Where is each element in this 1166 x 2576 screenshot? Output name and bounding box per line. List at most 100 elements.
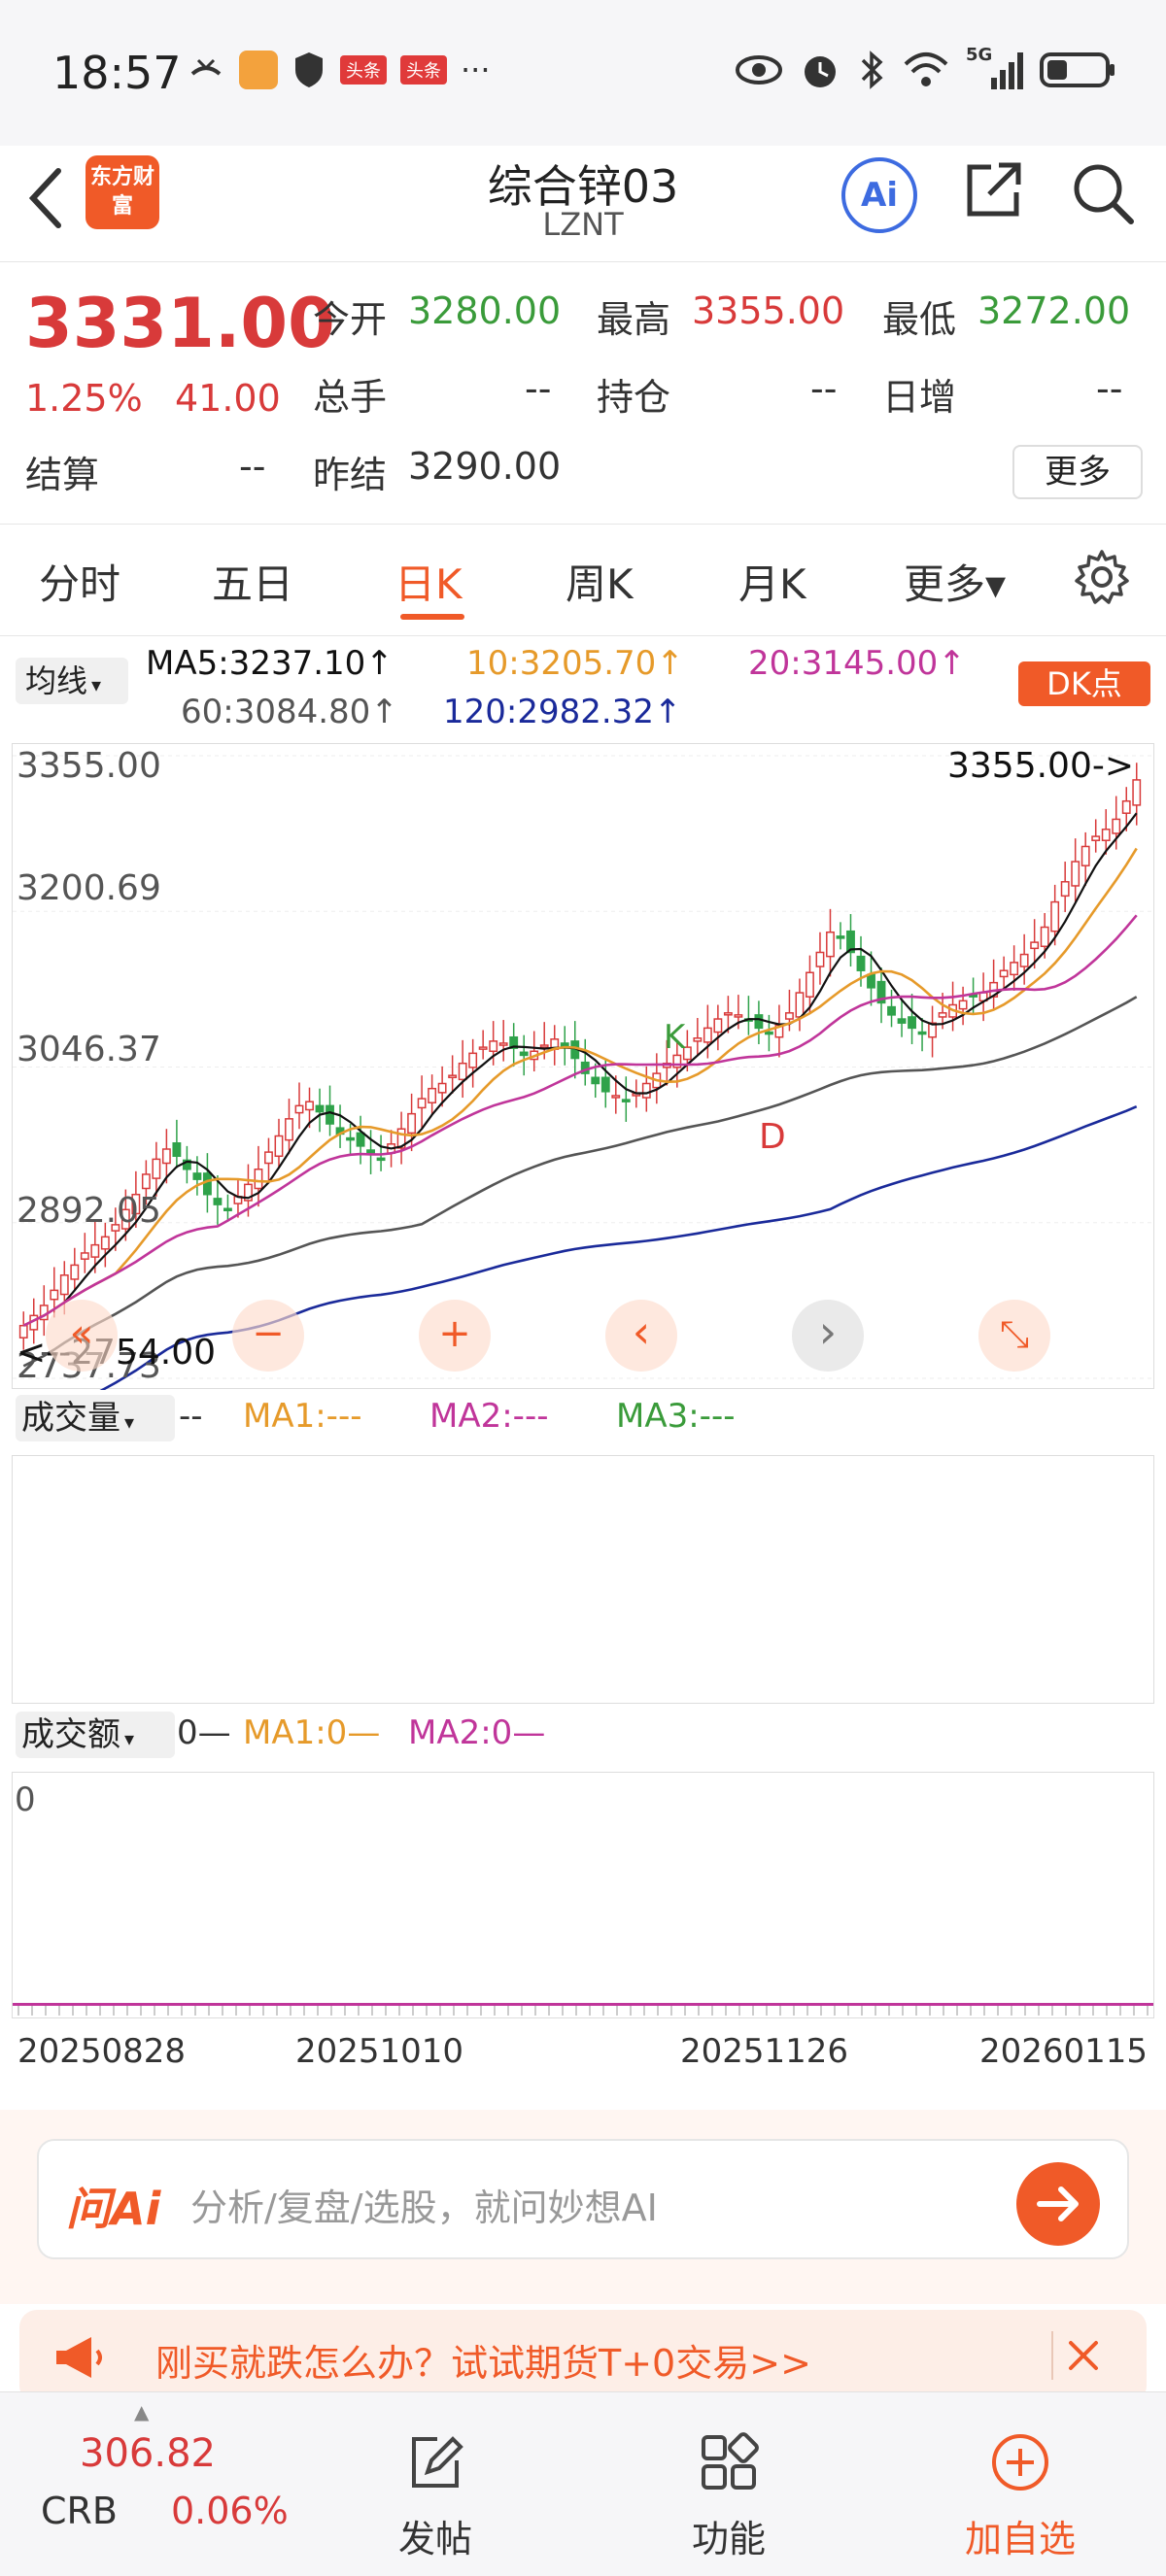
amount-chart[interactable]: 0 bbox=[12, 1772, 1154, 2018]
page-subtitle: LZNT bbox=[542, 206, 624, 243]
candle-body bbox=[172, 1142, 182, 1158]
y-label-3: 3046.37 bbox=[17, 1030, 161, 1069]
promo-banner[interactable]: 刚买就跌怎么办？试试期货T+0交易>> bbox=[19, 2310, 1147, 2403]
back-button[interactable] bbox=[21, 159, 70, 248]
more-quote-button[interactable]: 更多 bbox=[1012, 445, 1143, 499]
date-label-3: 20251126 bbox=[680, 2032, 849, 2071]
tab-daily-k[interactable]: 日K bbox=[394, 560, 463, 608]
amount-select-label: 成交额 bbox=[21, 1715, 120, 1754]
ma5-value: MA5:3237.10↑ bbox=[146, 644, 394, 683]
candle-body bbox=[376, 1157, 386, 1162]
ma-indicator-bar: 均线 ▾ MA5:3237.10↑ 10:3205.70↑ 20:3145.00↑… bbox=[0, 636, 1166, 743]
candle-body bbox=[1040, 926, 1049, 948]
eye-icon bbox=[736, 55, 782, 85]
volume-chart[interactable] bbox=[12, 1455, 1154, 1704]
tab-more[interactable]: 更多▾ bbox=[904, 560, 1007, 608]
ma10-value: 10:3205.70↑ bbox=[466, 644, 684, 683]
volume-value: -- bbox=[525, 367, 552, 410]
status-icons-right: 5G bbox=[735, 45, 1117, 91]
gear-icon[interactable] bbox=[1073, 548, 1131, 606]
shield-icon bbox=[295, 52, 323, 87]
candle-body bbox=[182, 1159, 191, 1170]
candle-body bbox=[591, 1076, 600, 1085]
tab-five-day[interactable]: 五日 bbox=[212, 560, 294, 608]
status-time: 18:57 bbox=[52, 47, 182, 99]
candle-body bbox=[1101, 829, 1111, 841]
candle-body bbox=[254, 1169, 263, 1190]
candle-body bbox=[856, 955, 866, 971]
candle-body bbox=[489, 1040, 498, 1053]
zoom-out-button[interactable]: − bbox=[232, 1300, 304, 1372]
index-ticker[interactable]: ▲ 306.82 CRB 0.06% bbox=[0, 2392, 311, 2576]
zoom-in-button[interactable]: + bbox=[419, 1300, 491, 1372]
ma-select[interactable]: 均线 ▾ bbox=[16, 658, 128, 704]
candle-body bbox=[519, 1051, 529, 1057]
candle-body bbox=[713, 1018, 723, 1034]
candle-body bbox=[131, 1193, 141, 1215]
ai-search-area: 问Ai 分析/复盘/选股，就问妙想AI bbox=[0, 2110, 1166, 2304]
candle-body bbox=[458, 1062, 467, 1081]
candle-body bbox=[928, 1022, 937, 1038]
post-button[interactable]: 发帖 bbox=[358, 2431, 513, 2562]
function-label: 功能 bbox=[691, 2518, 766, 2560]
step-right-button[interactable]: › bbox=[792, 1300, 864, 1372]
post-label: 发帖 bbox=[397, 2518, 472, 2560]
candle-body bbox=[305, 1101, 314, 1111]
ma60-line bbox=[22, 996, 1138, 1368]
candle-body bbox=[111, 1224, 120, 1232]
function-button[interactable]: 功能 bbox=[651, 2431, 806, 2562]
ai-logo: 问Ai bbox=[66, 2183, 161, 2235]
candle-body bbox=[897, 1018, 907, 1024]
high-value: 3355.00 bbox=[692, 289, 845, 332]
candle-body bbox=[539, 1044, 549, 1048]
volume-select[interactable]: 成交量 ▾ bbox=[16, 1395, 175, 1441]
amount-select[interactable]: 成交额 ▾ bbox=[16, 1712, 175, 1758]
candle-body bbox=[764, 1031, 773, 1035]
kline-chart[interactable]: 3355.00 3200.69 3046.37 2892.05 2737.73 … bbox=[12, 743, 1155, 1390]
add-watchlist-button[interactable]: 加自选 bbox=[943, 2431, 1098, 2562]
quote-panel: 3331.00 1.25% 41.00 今开 3280.00 最高 3355.0… bbox=[0, 262, 1166, 525]
candle-body bbox=[90, 1243, 100, 1258]
share-icon[interactable] bbox=[962, 159, 1024, 221]
candle-body bbox=[1091, 835, 1101, 841]
promo-close-button[interactable] bbox=[1051, 2331, 1110, 2380]
fast-back-button[interactable]: « bbox=[46, 1300, 118, 1372]
y-label-top: 3355.00 bbox=[17, 746, 161, 786]
app-header: 东方财富 综合锌03 LZNT Ai bbox=[0, 146, 1166, 262]
caret-down-icon: ▾ bbox=[124, 1727, 135, 1750]
step-left-button[interactable]: ‹ bbox=[605, 1300, 677, 1372]
ma5-line bbox=[22, 812, 1138, 1327]
tab-weekly-k[interactable]: 周K bbox=[566, 560, 634, 608]
caret-down-icon: ▾ bbox=[91, 673, 102, 696]
ai-search-input[interactable]: 问Ai 分析/复盘/选股，就问妙想AI bbox=[37, 2139, 1129, 2259]
candle-body bbox=[1030, 941, 1040, 950]
candle-body bbox=[100, 1236, 110, 1250]
chevron-left-icon bbox=[28, 168, 61, 228]
candle-body bbox=[795, 992, 805, 1018]
candle-body bbox=[846, 930, 855, 954]
candle-body bbox=[682, 1046, 692, 1061]
ai-submit-button[interactable] bbox=[1016, 2162, 1100, 2246]
ai-button[interactable]: Ai bbox=[841, 157, 917, 233]
candle-body bbox=[693, 1037, 703, 1042]
tab-intraday[interactable]: 分时 bbox=[39, 560, 121, 608]
candle-body bbox=[734, 1014, 743, 1018]
active-tab-indicator bbox=[400, 614, 464, 620]
candle-body bbox=[641, 1082, 651, 1099]
candle-body bbox=[213, 1198, 223, 1205]
candle-body bbox=[274, 1135, 284, 1158]
alarm-icon bbox=[805, 56, 836, 87]
candle-body bbox=[917, 1031, 927, 1035]
candle-body bbox=[509, 1035, 519, 1049]
index-name: CRB bbox=[41, 2490, 119, 2532]
tab-monthly-k[interactable]: 月K bbox=[738, 560, 806, 608]
dk-point-button[interactable]: DK点 bbox=[1018, 661, 1150, 706]
search-icon[interactable] bbox=[1069, 159, 1137, 227]
amount-ma-line bbox=[13, 2003, 1153, 2006]
candle-body bbox=[723, 1012, 733, 1016]
candle-body bbox=[141, 1173, 151, 1190]
candle-body bbox=[202, 1172, 212, 1196]
promo-text: 刚买就跌怎么办？试试期货T+0交易>> bbox=[155, 2342, 811, 2385]
fullscreen-button[interactable]: ⤡ bbox=[978, 1300, 1050, 1372]
brand-logo[interactable]: 东方财富 bbox=[86, 155, 159, 229]
